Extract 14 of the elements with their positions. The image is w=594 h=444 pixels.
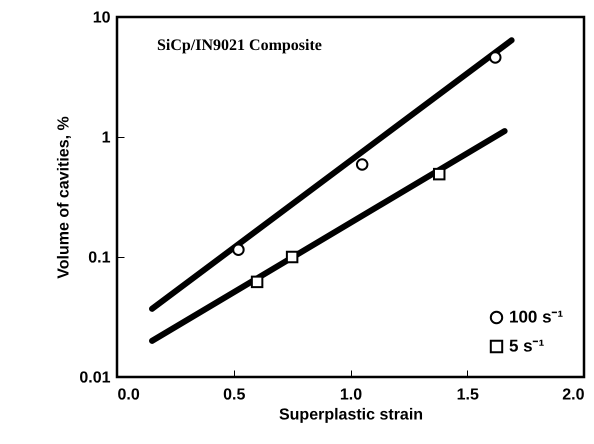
annotation: SiCp/IN9021 Composite	[157, 37, 322, 54]
y-tick-label: 10	[92, 10, 111, 26]
y-tick-label: 0.01	[79, 370, 111, 386]
x-tick-label: 0.0	[118, 386, 140, 404]
y-axis-title: Volume of cavities, %	[55, 116, 72, 279]
y-tick-label: 0.1	[88, 250, 111, 266]
x-axis-title: Superplastic strain	[278, 406, 424, 424]
x-tick-label: 1.0	[340, 386, 362, 404]
y-tick-label: 1	[102, 130, 111, 146]
legend-label: 5 s⁻¹	[509, 336, 545, 356]
x-tick-label: 0.5	[223, 386, 246, 404]
x-tick-label: 1.5	[456, 386, 479, 404]
legend-label: 100 s⁻¹	[509, 308, 564, 326]
x-tick-label: 2.0	[562, 386, 585, 404]
